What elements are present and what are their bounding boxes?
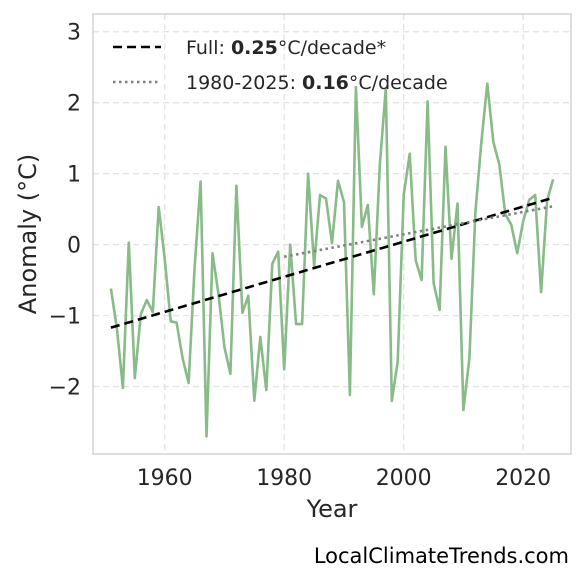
- y-tick-labels: −2 −1 0 1 2 3: [49, 21, 81, 401]
- series-line: [109, 82, 555, 438]
- legend-label-1980-2025: 1980-2025: 0.16°C/decade: [186, 72, 448, 94]
- watermark: LocalClimateTrends.com: [313, 544, 569, 568]
- y-tick-label: 1: [67, 163, 81, 188]
- y-axis-title: Anomaly (°C): [14, 154, 42, 314]
- x-tick-label: 2020: [495, 466, 551, 491]
- x-tick-label: 1980: [256, 466, 312, 491]
- x-tick-labels: 1960 1980 2000 2020: [137, 466, 552, 491]
- trend-line-full: [110, 196, 554, 329]
- legend-label-full: Full: 0.25°C/decade*: [186, 37, 386, 59]
- y-tick-label: 2: [67, 92, 81, 117]
- x-axis-title: Year: [306, 495, 358, 523]
- y-tick-label: 0: [67, 234, 81, 259]
- x-tick-label: 2000: [376, 466, 432, 491]
- y-tick-label: −1: [49, 305, 81, 330]
- y-tick-label: −2: [49, 376, 81, 401]
- x-tick-label: 1960: [137, 466, 193, 491]
- y-tick-label: 3: [67, 21, 81, 46]
- legend: Full: 0.25°C/decade* 1980-2025: 0.16°C/d…: [113, 37, 448, 94]
- plot-area-frame: [92, 13, 572, 455]
